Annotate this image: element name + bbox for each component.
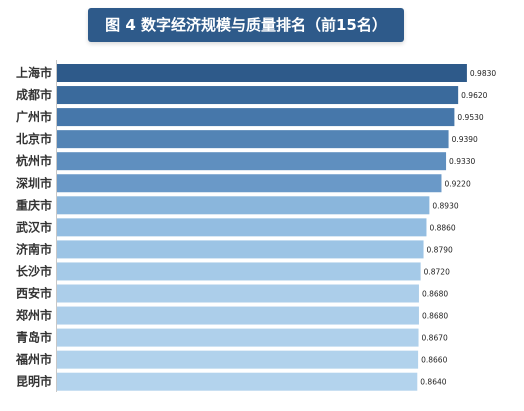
- value-label: 0.8860: [429, 223, 455, 232]
- value-label: 0.8790: [427, 245, 453, 254]
- category-label: 青岛市: [16, 330, 52, 345]
- category-label: 昆明市: [16, 374, 52, 389]
- bar-9: [57, 240, 424, 259]
- category-label: 成都市: [16, 87, 52, 102]
- category-label: 武汉市: [16, 219, 52, 234]
- value-label: 0.9620: [461, 91, 487, 100]
- bar-6: [57, 174, 442, 193]
- chart-title: 图 4 数字经济规模与质量排名（前15名）: [105, 16, 387, 34]
- category-label: 郑州市: [16, 308, 52, 323]
- bar-11: [57, 284, 419, 303]
- value-label: 0.9530: [457, 113, 483, 122]
- category-label: 福州市: [15, 352, 52, 367]
- bar-8: [57, 218, 427, 237]
- value-label: 0.8670: [422, 334, 448, 343]
- value-label: 0.9830: [470, 69, 496, 78]
- category-label: 北京市: [16, 131, 52, 146]
- value-label: 0.9220: [444, 179, 470, 188]
- value-label: 0.9390: [452, 135, 478, 144]
- bar-7: [57, 196, 430, 215]
- value-label: 0.8680: [422, 290, 448, 299]
- bar-13: [57, 328, 419, 347]
- category-label: 长沙市: [16, 263, 52, 278]
- category-label: 杭州市: [16, 153, 52, 168]
- value-label: 0.8720: [424, 267, 450, 276]
- bar-2: [57, 86, 459, 105]
- chart-title-banner: 图 4 数字经济规模与质量排名（前15名）: [88, 8, 404, 42]
- value-label: 0.8640: [420, 378, 446, 387]
- value-label: 0.8930: [432, 201, 458, 210]
- category-label: 西安市: [16, 286, 52, 301]
- bar-4: [57, 130, 449, 149]
- bar-14: [57, 350, 419, 369]
- category-label: 上海市: [16, 65, 52, 80]
- category-label: 重庆市: [16, 197, 52, 212]
- bar-10: [57, 262, 421, 281]
- category-label: 深圳市: [16, 175, 52, 190]
- bar-3: [57, 108, 455, 127]
- value-label: 0.8660: [421, 356, 447, 365]
- value-label: 0.8680: [422, 312, 448, 321]
- category-label: 济南市: [16, 241, 52, 256]
- bar-12: [57, 306, 419, 325]
- bars-group: 上海市 0.9830 成都市 0.9620 广州市 0.9530 北京市 0.9390 杭州市 0…: [15, 64, 496, 391]
- bar-1: [57, 64, 467, 82]
- bar-15: [57, 372, 418, 391]
- category-label: 广州市: [16, 109, 52, 124]
- bar-5: [57, 152, 447, 171]
- value-label: 0.9330: [449, 157, 475, 166]
